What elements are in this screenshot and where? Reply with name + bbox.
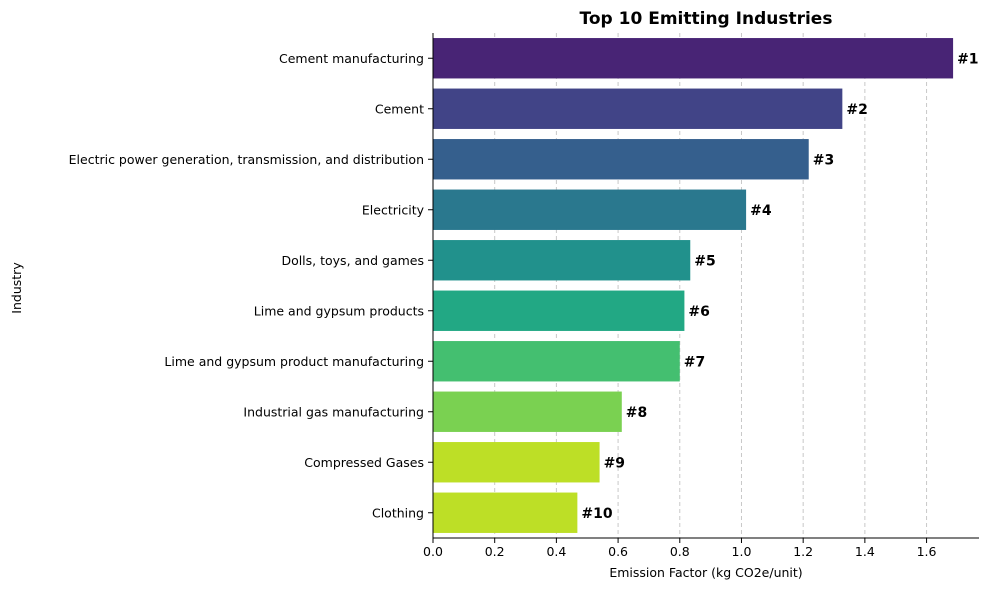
rank-labels: #1 #2 #3 #4 #5 #6 #7 #8 #9 #10 bbox=[581, 51, 978, 522]
bar bbox=[433, 88, 843, 129]
bars bbox=[433, 38, 954, 533]
y-tick-label: Lime and gypsum products bbox=[254, 303, 424, 318]
x-tick-label: 1.4 bbox=[855, 544, 875, 559]
bar bbox=[433, 290, 685, 331]
bar bbox=[433, 240, 691, 281]
y-axis-ticks: Cement manufacturing Cement Electric power… bbox=[69, 51, 433, 520]
x-tick-label: 0.6 bbox=[608, 544, 628, 559]
y-tick-label: Electricity bbox=[362, 202, 425, 217]
y-tick-label: Electric power generation, transmission,… bbox=[69, 152, 424, 167]
bar bbox=[433, 492, 578, 533]
x-tick-label: 1.6 bbox=[917, 544, 937, 559]
y-tick-label: Clothing bbox=[372, 505, 424, 520]
bar-rank-label: #2 bbox=[846, 102, 867, 118]
x-tick-label: 0.2 bbox=[485, 544, 505, 559]
x-axis-ticks: 0.0 0.2 0.4 0.6 0.8 1.0 1.2 1.4 1.6 bbox=[423, 538, 937, 559]
y-tick-label: Lime and gypsum product manufacturing bbox=[164, 354, 424, 369]
bar-rank-label: #4 bbox=[750, 203, 772, 219]
bar-rank-label: #7 bbox=[684, 354, 705, 370]
x-tick-label: 0.0 bbox=[423, 544, 443, 559]
bar-rank-label: #8 bbox=[626, 405, 647, 421]
bar-rank-label: #3 bbox=[813, 152, 834, 168]
bar-rank-label: #6 bbox=[688, 304, 709, 320]
y-tick-label: Industrial gas manufacturing bbox=[243, 404, 424, 419]
y-tick-label: Cement manufacturing bbox=[279, 51, 424, 66]
y-axis-title: Industry bbox=[9, 262, 24, 314]
y-tick-label: Dolls, toys, and games bbox=[281, 253, 424, 268]
y-tick-label: Compressed Gases bbox=[304, 455, 424, 470]
x-tick-label: 1.0 bbox=[732, 544, 752, 559]
bar bbox=[433, 341, 680, 382]
x-tick-label: 1.2 bbox=[793, 544, 813, 559]
bar-rank-label: #10 bbox=[581, 506, 612, 522]
bar bbox=[433, 38, 954, 79]
bar-rank-label: #5 bbox=[694, 253, 715, 269]
bar bbox=[433, 189, 747, 230]
bar bbox=[433, 391, 622, 432]
y-tick-label: Cement bbox=[375, 101, 424, 116]
x-tick-label: 0.4 bbox=[546, 544, 566, 559]
bar-rank-label: #9 bbox=[604, 455, 625, 471]
bar-rank-label: #1 bbox=[957, 51, 978, 67]
bar bbox=[433, 442, 600, 483]
x-tick-label: 0.8 bbox=[670, 544, 690, 559]
bar bbox=[433, 139, 809, 180]
x-axis-title: Emission Factor (kg CO2e/unit) bbox=[609, 565, 802, 580]
chart-title: Top 10 Emitting Industries bbox=[580, 9, 833, 29]
